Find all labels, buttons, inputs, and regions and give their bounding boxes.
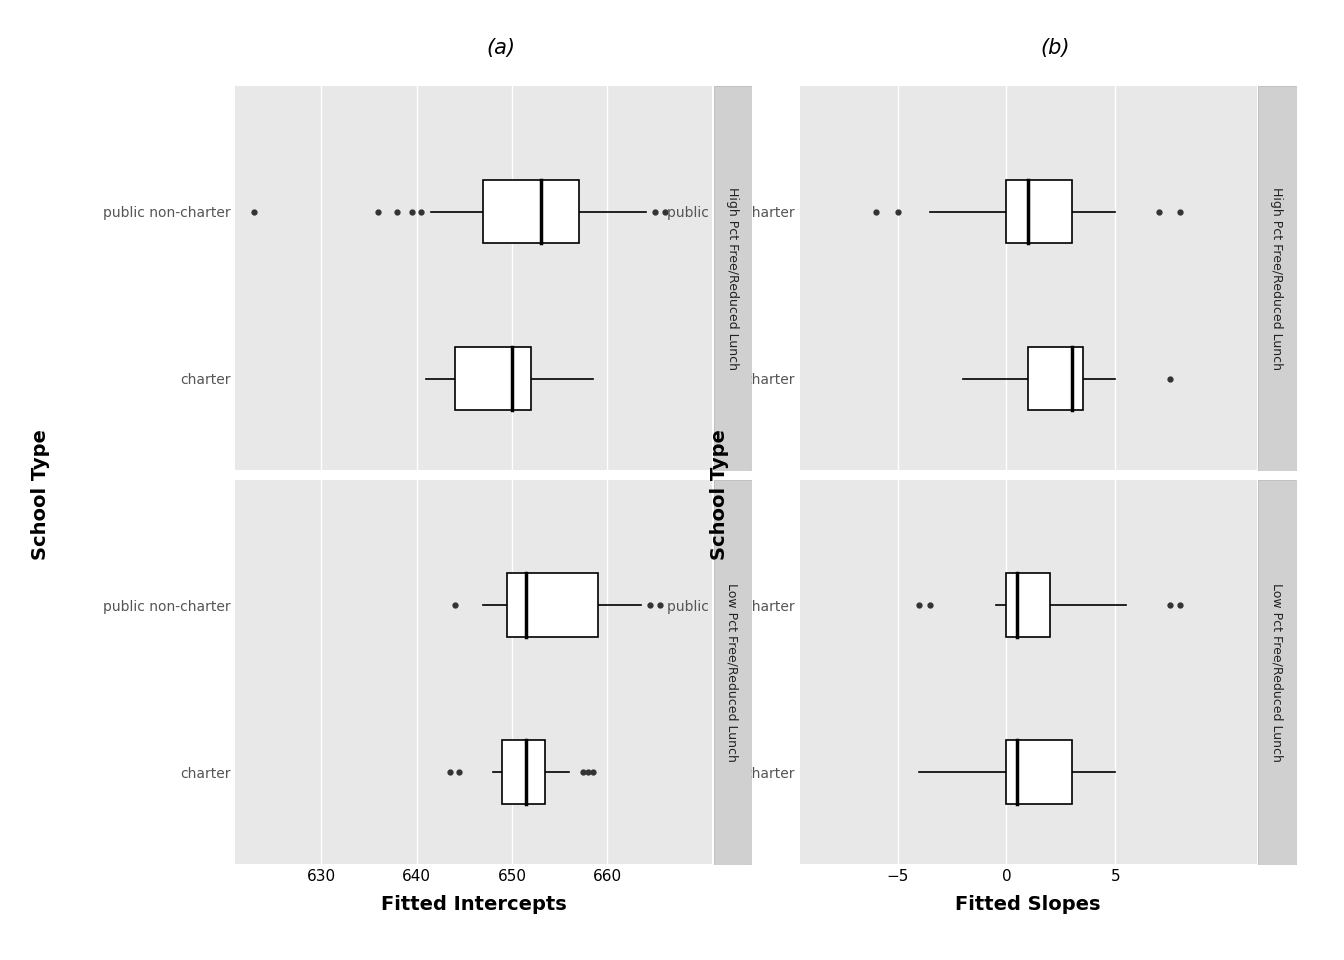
Text: Low Pct Free/Reduced Lunch: Low Pct Free/Reduced Lunch bbox=[1270, 583, 1284, 761]
Text: High Pct Free/Reduced Lunch: High Pct Free/Reduced Lunch bbox=[1270, 187, 1284, 370]
Bar bbox=[484, 180, 579, 243]
Bar bbox=[1028, 347, 1082, 410]
Text: Low Pct Free/Reduced Lunch: Low Pct Free/Reduced Lunch bbox=[726, 583, 739, 761]
Bar bbox=[1007, 180, 1071, 243]
X-axis label: Fitted Slopes: Fitted Slopes bbox=[956, 895, 1101, 914]
Text: (b): (b) bbox=[1040, 37, 1070, 58]
Text: High Pct Free/Reduced Lunch: High Pct Free/Reduced Lunch bbox=[726, 187, 739, 370]
X-axis label: Fitted Intercepts: Fitted Intercepts bbox=[380, 895, 567, 914]
Bar bbox=[507, 573, 598, 636]
Text: (a): (a) bbox=[487, 37, 515, 58]
Bar bbox=[1007, 740, 1071, 804]
Text: School Type: School Type bbox=[710, 429, 728, 560]
Bar bbox=[1007, 573, 1050, 636]
Bar bbox=[454, 347, 531, 410]
Bar bbox=[503, 740, 546, 804]
Text: School Type: School Type bbox=[31, 429, 50, 560]
